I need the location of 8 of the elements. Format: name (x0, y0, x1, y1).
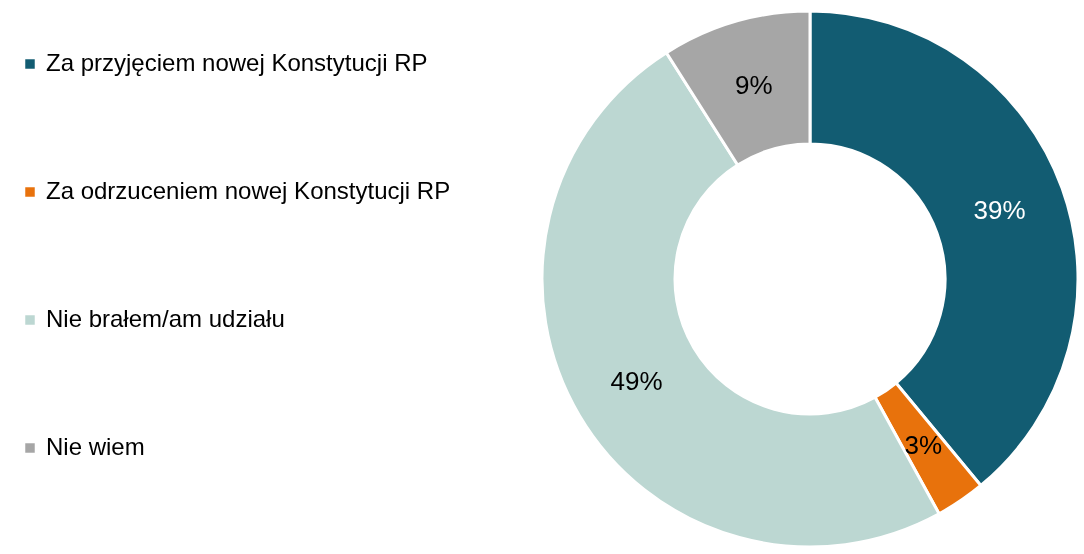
data-label: 9% (734, 69, 773, 100)
data-label: 39% (973, 194, 1026, 225)
data-label: 49% (610, 365, 663, 396)
legend-label: Za przyjęciem nowej Konstytucji RP (46, 49, 428, 76)
legend-label: Nie wiem (46, 433, 145, 460)
legend-label: Za odrzuceniem nowej Konstytucji RP (46, 177, 451, 204)
legend-label: Nie brałem/am udziału (46, 305, 285, 332)
data-label: 3% (904, 429, 943, 460)
